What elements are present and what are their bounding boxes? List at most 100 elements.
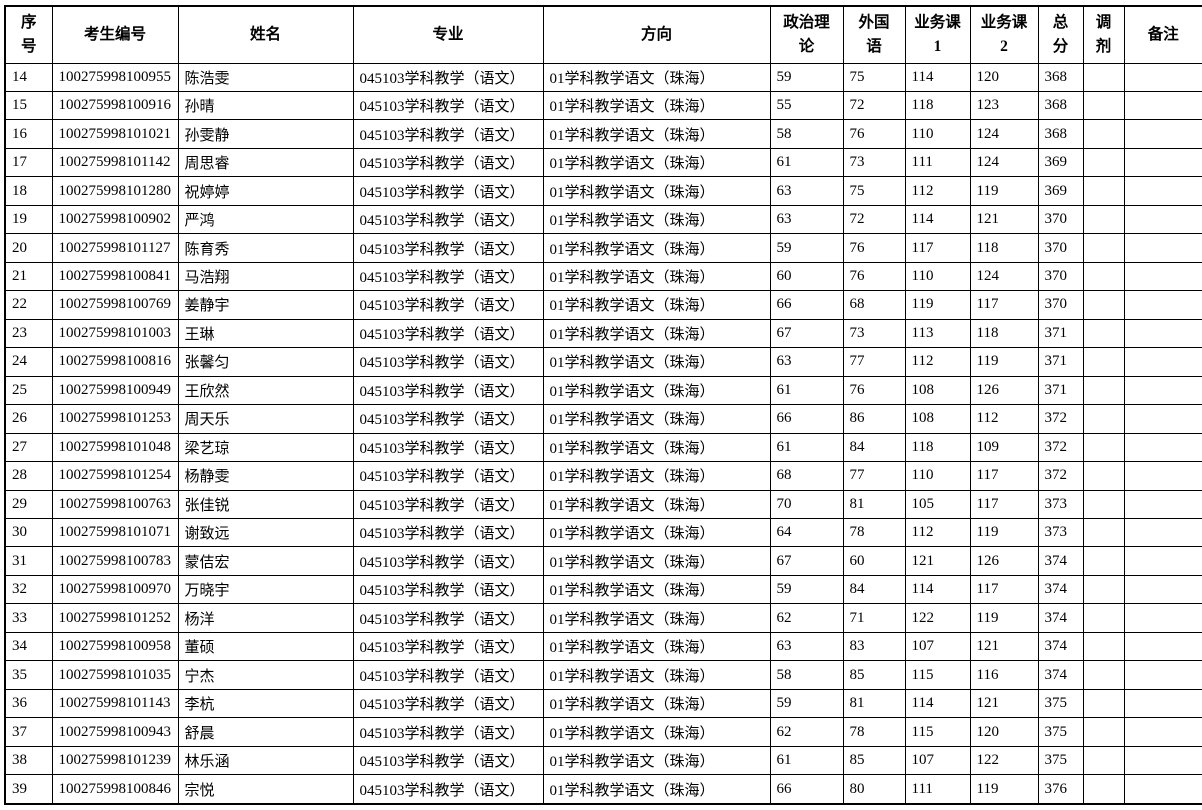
cell-direction: 01学科教学语文（珠海）	[542, 318, 771, 349]
cell-foreign: 84	[842, 574, 906, 605]
cell-politics: 63	[769, 204, 844, 235]
cell-id: 100275998100949	[51, 375, 179, 406]
cell-politics: 59	[769, 233, 844, 263]
column-header-course2: 业务课 2	[969, 5, 1039, 64]
cell-id: 100275998100958	[51, 631, 179, 662]
cell-id: 100275998101280	[51, 176, 179, 206]
cell-name: 杨洋	[177, 603, 354, 633]
cell-politics: 66	[769, 774, 844, 805]
cell-name: 董硕	[177, 631, 354, 662]
cell-major: 045103学科教学（语文）	[352, 574, 544, 605]
cell-adjust	[1082, 432, 1125, 463]
table-row: 36 100275998101143 李杭 045103学科教学（语文） 01学科教学语…	[4, 688, 1202, 719]
cell-total: 370	[1037, 261, 1084, 292]
cell-course1: 112	[904, 176, 971, 206]
cell-adjust	[1082, 631, 1125, 662]
cell-no: 32	[4, 574, 53, 605]
cell-direction: 01学科教学语文（珠海）	[542, 233, 771, 263]
table-row: 32 100275998100970 万晓宇 045103学科教学（语文） 01学科教学…	[4, 574, 1202, 605]
cell-adjust	[1082, 517, 1125, 548]
cell-major: 045103学科教学（语文）	[352, 375, 544, 406]
table-row: 33 100275998101252 杨洋 045103学科教学（语文） 01学科教学语…	[4, 603, 1202, 633]
cell-course1: 115	[904, 660, 971, 690]
cell-politics: 67	[769, 546, 844, 576]
cell-total: 373	[1037, 517, 1084, 548]
cell-name: 张佳锐	[177, 489, 354, 520]
cell-direction: 01学科教学语文（珠海）	[542, 774, 771, 805]
cell-politics: 68	[769, 461, 844, 491]
cell-adjust	[1082, 774, 1125, 805]
cell-adjust	[1082, 176, 1125, 206]
cell-politics: 61	[769, 147, 844, 178]
cell-no: 15	[4, 90, 53, 121]
table-row: 19 100275998100902 严鸿 045103学科教学（语文） 01学科教学语…	[4, 204, 1202, 235]
cell-total: 370	[1037, 290, 1084, 320]
cell-no: 21	[4, 261, 53, 292]
table-row: 39 100275998100846 宗悦 045103学科教学（语文） 01学科教学语…	[4, 774, 1202, 805]
cell-major: 045103学科教学（语文）	[352, 489, 544, 520]
cell-politics: 58	[769, 119, 844, 149]
cell-total: 368	[1037, 62, 1084, 92]
cell-id: 100275998100763	[51, 489, 179, 520]
cell-id: 100275998101239	[51, 745, 179, 776]
cell-direction: 01学科教学语文（珠海）	[542, 489, 771, 520]
cell-politics: 67	[769, 318, 844, 349]
cell-course2: 117	[969, 489, 1039, 520]
cell-total: 375	[1037, 688, 1084, 719]
cell-direction: 01学科教学语文（珠海）	[542, 432, 771, 463]
cell-course2: 120	[969, 62, 1039, 92]
cell-course1: 118	[904, 90, 971, 121]
table-body: 14 100275998100955 陈浩雯 045103学科教学（语文） 01学科教学…	[4, 62, 1202, 805]
cell-total: 371	[1037, 375, 1084, 406]
cell-course1: 118	[904, 432, 971, 463]
cell-politics: 62	[769, 603, 844, 633]
cell-note	[1123, 318, 1202, 349]
cell-foreign: 76	[842, 119, 906, 149]
cell-foreign: 85	[842, 745, 906, 776]
cell-total: 374	[1037, 660, 1084, 690]
cell-course2: 121	[969, 688, 1039, 719]
cell-foreign: 83	[842, 631, 906, 662]
cell-note	[1123, 404, 1202, 434]
cell-name: 宁杰	[177, 660, 354, 690]
cell-total: 370	[1037, 204, 1084, 235]
table-row: 24 100275998100816 张馨匀 045103学科教学（语文） 01学科教学…	[4, 347, 1202, 377]
cell-foreign: 78	[842, 717, 906, 747]
cell-major: 045103学科教学（语文）	[352, 660, 544, 690]
cell-course1: 115	[904, 717, 971, 747]
cell-id: 100275998100783	[51, 546, 179, 576]
cell-foreign: 73	[842, 318, 906, 349]
cell-foreign: 77	[842, 347, 906, 377]
cell-politics: 63	[769, 347, 844, 377]
cell-total: 371	[1037, 318, 1084, 349]
cell-course1: 122	[904, 603, 971, 633]
table-row: 31 100275998100783 蒙佶宏 045103学科教学（语文） 01学科教学…	[4, 546, 1202, 576]
cell-adjust	[1082, 404, 1125, 434]
cell-course2: 116	[969, 660, 1039, 690]
cell-foreign: 75	[842, 62, 906, 92]
cell-course2: 117	[969, 574, 1039, 605]
cell-course2: 121	[969, 631, 1039, 662]
cell-no: 33	[4, 603, 53, 633]
cell-course2: 119	[969, 347, 1039, 377]
cell-total: 369	[1037, 147, 1084, 178]
cell-course2: 124	[969, 119, 1039, 149]
cell-name: 王欣然	[177, 375, 354, 406]
cell-politics: 63	[769, 176, 844, 206]
cell-course1: 110	[904, 261, 971, 292]
cell-note	[1123, 375, 1202, 406]
cell-direction: 01学科教学语文（珠海）	[542, 204, 771, 235]
cell-name: 孙雯静	[177, 119, 354, 149]
cell-direction: 01学科教学语文（珠海）	[542, 745, 771, 776]
cell-id: 100275998100916	[51, 90, 179, 121]
cell-direction: 01学科教学语文（珠海）	[542, 688, 771, 719]
cell-course1: 117	[904, 233, 971, 263]
cell-no: 37	[4, 717, 53, 747]
cell-id: 100275998100970	[51, 574, 179, 605]
cell-adjust	[1082, 347, 1125, 377]
cell-politics: 66	[769, 404, 844, 434]
cell-direction: 01学科教学语文（珠海）	[542, 574, 771, 605]
cell-direction: 01学科教学语文（珠海）	[542, 603, 771, 633]
cell-foreign: 73	[842, 147, 906, 178]
cell-total: 370	[1037, 233, 1084, 263]
